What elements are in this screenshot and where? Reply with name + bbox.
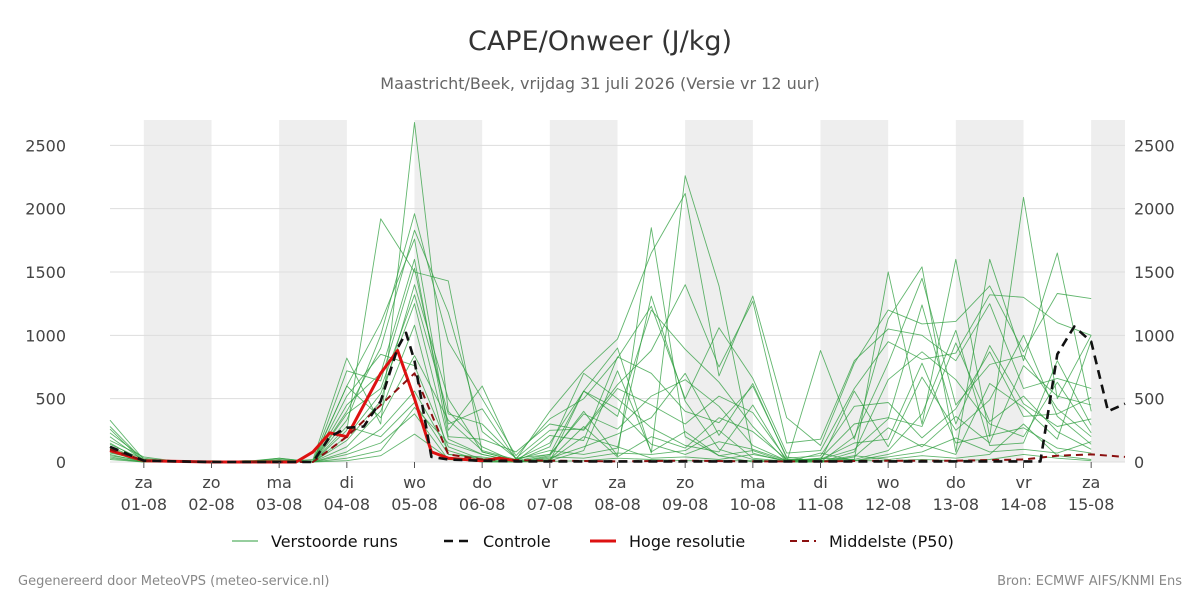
weekend-shading bbox=[143, 120, 1125, 462]
x-tick-day: di bbox=[813, 473, 828, 492]
shaded-day-5 bbox=[820, 120, 889, 462]
y-tick-label-right: 2000 bbox=[1134, 200, 1175, 219]
x-tick-date: 03-08 bbox=[256, 495, 303, 514]
x-tick-day: ma bbox=[740, 473, 765, 492]
x-tick-date: 10-08 bbox=[730, 495, 777, 514]
shaded-day-7 bbox=[1091, 120, 1125, 462]
x-tick-date: 07-08 bbox=[527, 495, 574, 514]
x-tick-day: za bbox=[135, 473, 153, 492]
x-tick-day: do bbox=[946, 473, 966, 492]
x-tick-day: za bbox=[608, 473, 626, 492]
x-tick-date: 12-08 bbox=[865, 495, 912, 514]
shaded-day-0 bbox=[143, 120, 212, 462]
legend-label-high_res: Hoge resolutie bbox=[629, 532, 745, 551]
y-tick-label-right: 1500 bbox=[1134, 263, 1175, 282]
x-tick-date: 06-08 bbox=[459, 495, 506, 514]
shaded-day-2 bbox=[414, 120, 483, 462]
x-tick-date: 08-08 bbox=[594, 495, 641, 514]
x-tick-day: vr bbox=[542, 473, 558, 492]
x-tick-date: 01-08 bbox=[121, 495, 168, 514]
perturbed-run-9 bbox=[109, 294, 1092, 463]
y-tick-label-right: 2500 bbox=[1134, 136, 1175, 155]
perturbed-run-13 bbox=[109, 295, 1092, 463]
x-tick-day: do bbox=[472, 473, 492, 492]
shaded-day-4 bbox=[685, 120, 753, 462]
y-axis: 0 0 500 500 1000 1000 1500 1500 2000 2000 2500 2500 bbox=[25, 136, 1174, 472]
y-tick-label-right: 0 bbox=[1134, 453, 1144, 472]
legend-label-perturbed: Verstoorde runs bbox=[271, 532, 398, 551]
x-tick-day: za bbox=[1082, 473, 1100, 492]
x-tick-date: 09-08 bbox=[662, 495, 709, 514]
y-tick-label-right: 1000 bbox=[1134, 326, 1175, 345]
x-tick-date: 14-08 bbox=[1000, 495, 1047, 514]
x-tick-date: 05-08 bbox=[391, 495, 438, 514]
y-tick-label-left: 2000 bbox=[25, 200, 66, 219]
footer-source: Bron: ECMWF AIFS/KNMI Ens bbox=[997, 574, 1182, 589]
x-tick-day: ma bbox=[266, 473, 291, 492]
y-tick-label-left: 500 bbox=[35, 390, 66, 409]
footer-generated-by: Gegenereerd door MeteoVPS (meteo-service… bbox=[18, 574, 329, 589]
chart-subtitle: Maastricht/Beek, vrijdag 31 juli 2026 (V… bbox=[380, 74, 819, 93]
x-tick-date: 04-08 bbox=[324, 495, 371, 514]
x-tick-date: 13-08 bbox=[933, 495, 980, 514]
y-tick-label-left: 2500 bbox=[25, 136, 66, 155]
x-tick-day: di bbox=[340, 473, 355, 492]
y-tick-label-left: 1500 bbox=[25, 263, 66, 282]
y-tick-label-right: 500 bbox=[1134, 390, 1165, 409]
chart-title: CAPE/Onweer (J/kg) bbox=[468, 26, 732, 57]
x-tick-date: 15-08 bbox=[1068, 495, 1115, 514]
plot-series bbox=[109, 122, 1126, 464]
legend-label-median: Middelste (P50) bbox=[829, 532, 954, 551]
y-tick-label-left: 0 bbox=[56, 453, 66, 472]
shaded-day-3 bbox=[549, 120, 618, 462]
shaded-day-6 bbox=[955, 120, 1024, 462]
x-tick-day: vr bbox=[1015, 473, 1031, 492]
shaded-day-1 bbox=[279, 120, 347, 462]
x-tick-day: wo bbox=[403, 473, 426, 492]
x-tick-day: zo bbox=[676, 473, 694, 492]
x-tick-date: 11-08 bbox=[797, 495, 844, 514]
x-tick-day: wo bbox=[877, 473, 900, 492]
x-tick-date: 02-08 bbox=[188, 495, 235, 514]
legend: Verstoorde runs Controle Hoge resolutie Mid… bbox=[232, 532, 954, 551]
y-tick-label-left: 1000 bbox=[25, 326, 66, 345]
legend-label-control: Controle bbox=[483, 532, 551, 551]
x-axis: za 01-08 zo 02-08 ma 03-08 di 04-08 wo 05-08 do 06-… bbox=[121, 462, 1115, 514]
x-tick-day: zo bbox=[202, 473, 220, 492]
